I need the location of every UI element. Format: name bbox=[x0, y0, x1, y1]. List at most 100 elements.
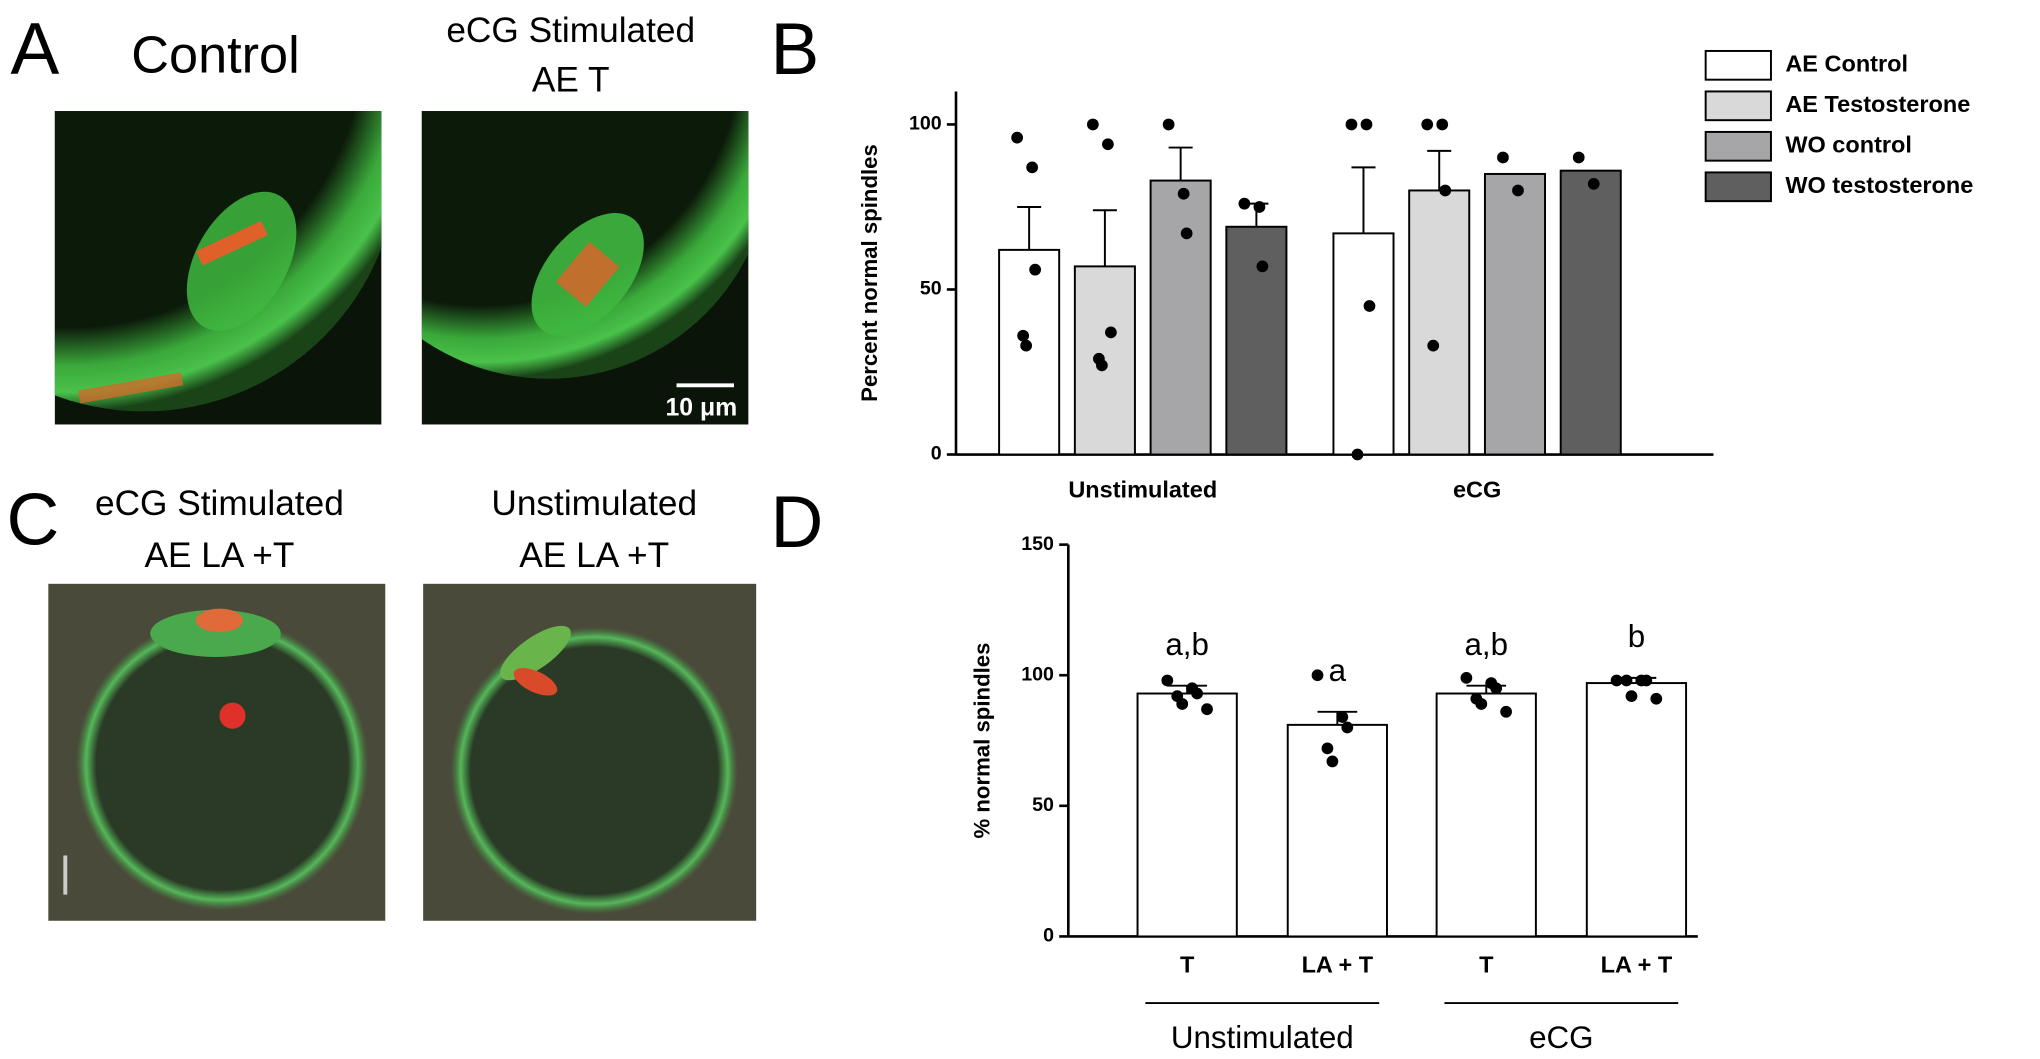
micrograph bbox=[48, 583, 386, 921]
data-point bbox=[1180, 227, 1193, 240]
data-point bbox=[1102, 138, 1114, 151]
y-tick-label: 0 bbox=[931, 443, 942, 465]
bar bbox=[998, 248, 1061, 456]
data-point bbox=[1311, 669, 1324, 682]
y-tick-label: 100 bbox=[1021, 663, 1054, 685]
panel-label: C bbox=[7, 479, 60, 560]
data-point bbox=[1191, 687, 1203, 700]
data-point bbox=[1500, 705, 1512, 718]
bar bbox=[1149, 179, 1212, 456]
data-point bbox=[1096, 359, 1108, 372]
data-point bbox=[1176, 698, 1189, 710]
data-point bbox=[1572, 151, 1585, 164]
panel-label: A bbox=[10, 9, 59, 90]
data-point bbox=[1256, 260, 1269, 273]
legend-swatch bbox=[1704, 49, 1772, 81]
y-tick-label: 0 bbox=[1043, 925, 1054, 947]
data-point bbox=[1512, 184, 1524, 197]
bar bbox=[1483, 172, 1546, 456]
legend-label: WO control bbox=[1785, 131, 1912, 157]
bar bbox=[1408, 189, 1471, 456]
annotation: b bbox=[1628, 619, 1645, 654]
data-point bbox=[1086, 118, 1099, 131]
y-tick-label: 100 bbox=[909, 113, 942, 135]
data-point bbox=[1105, 326, 1117, 339]
data-point bbox=[1490, 682, 1503, 695]
panel-label: B bbox=[771, 9, 820, 90]
legend-label: AE Control bbox=[1785, 51, 1908, 77]
bar bbox=[1435, 692, 1537, 938]
data-point bbox=[1177, 187, 1190, 200]
y-tick-label: 50 bbox=[920, 278, 942, 300]
data-point bbox=[1201, 703, 1213, 716]
data-point bbox=[1336, 711, 1349, 723]
bar bbox=[1332, 232, 1395, 456]
data-point bbox=[1011, 131, 1024, 144]
group-label: Unstimulated bbox=[1171, 1020, 1354, 1054]
data-point bbox=[1162, 118, 1175, 131]
data-point bbox=[1460, 671, 1473, 684]
y-axis-label: Percent normal spindles bbox=[857, 144, 882, 402]
x-tick-label: eCG bbox=[1453, 476, 1501, 502]
legend-swatch bbox=[1704, 171, 1772, 203]
data-point bbox=[1326, 755, 1339, 768]
image-caption: eCG Stimulated bbox=[446, 11, 695, 50]
x-tick-label: Unstimulated bbox=[1068, 476, 1217, 502]
image-caption: AE LA +T bbox=[144, 536, 294, 575]
data-point bbox=[1360, 118, 1373, 131]
image-caption: Control bbox=[131, 27, 299, 85]
data-point bbox=[1439, 184, 1452, 197]
data-point bbox=[1351, 448, 1364, 461]
data-point bbox=[1238, 197, 1251, 210]
image-caption: AE LA +T bbox=[519, 536, 669, 575]
data-point bbox=[1497, 151, 1509, 164]
data-point bbox=[1341, 721, 1354, 734]
y-axis-label: % normal spindles bbox=[969, 643, 994, 839]
bar bbox=[1585, 682, 1688, 938]
y-tick-label: 150 bbox=[1021, 533, 1054, 555]
bar bbox=[1286, 723, 1388, 938]
data-point bbox=[1620, 674, 1633, 687]
image-caption: Unstimulated bbox=[491, 484, 697, 523]
data-point bbox=[1587, 177, 1600, 190]
x-tick-label: T bbox=[1180, 952, 1195, 978]
data-point bbox=[1020, 339, 1033, 352]
data-point bbox=[1345, 118, 1358, 131]
data-point bbox=[1625, 690, 1638, 703]
data-point bbox=[1363, 300, 1376, 312]
data-point bbox=[1421, 118, 1434, 131]
image-caption: AE T bbox=[532, 61, 610, 100]
micrograph: 10 μm bbox=[421, 111, 749, 425]
annotation: a bbox=[1329, 653, 1347, 688]
bar bbox=[1559, 169, 1622, 456]
micrograph bbox=[54, 111, 382, 425]
bar bbox=[1225, 225, 1288, 456]
data-point bbox=[1029, 263, 1042, 276]
y-tick-label: 50 bbox=[1032, 794, 1054, 816]
scale-bar-label: 10 μm bbox=[665, 394, 737, 421]
data-point bbox=[1650, 692, 1663, 705]
data-point bbox=[1321, 742, 1334, 755]
image-caption: eCG Stimulated bbox=[95, 484, 344, 523]
bar bbox=[1136, 692, 1238, 938]
legend-swatch bbox=[1704, 90, 1772, 122]
annotation: a,b bbox=[1464, 627, 1508, 662]
micrograph bbox=[423, 583, 757, 921]
data-point bbox=[1436, 118, 1449, 131]
annotation: a,b bbox=[1165, 627, 1209, 662]
x-tick-label: T bbox=[1479, 952, 1494, 978]
panel-label: D bbox=[771, 482, 824, 563]
data-point bbox=[1253, 201, 1266, 213]
legend-label: WO testosterone bbox=[1785, 172, 1973, 198]
data-point bbox=[1475, 698, 1488, 710]
data-point bbox=[1640, 674, 1653, 687]
legend-label: AE Testosterone bbox=[1785, 91, 1970, 117]
data-point bbox=[1026, 161, 1039, 174]
data-point bbox=[1161, 674, 1174, 687]
data-point bbox=[1427, 339, 1440, 352]
x-tick-label: LA + T bbox=[1601, 952, 1673, 978]
legend-swatch bbox=[1704, 130, 1772, 162]
group-label: eCG bbox=[1529, 1020, 1593, 1054]
x-tick-label: LA + T bbox=[1302, 952, 1374, 978]
